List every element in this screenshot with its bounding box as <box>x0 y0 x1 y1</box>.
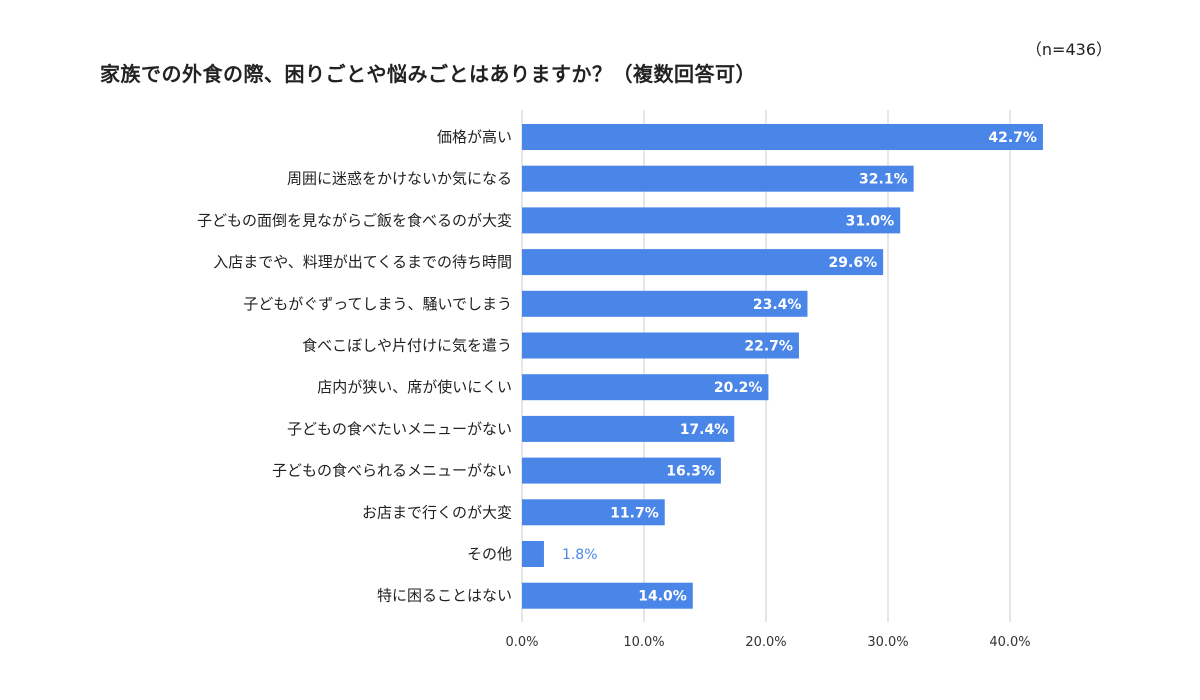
category-labels: 価格が高い周囲に迷惑をかけないか気になる子どもの面倒を見ながらご飯を食べるのが大… <box>197 128 512 605</box>
data-label: 31.0% <box>846 213 895 229</box>
bar <box>522 582 693 609</box>
category-label: 店内が狭い、席が使いにくい <box>317 378 512 396</box>
gridlines <box>521 110 1011 622</box>
data-label: 23.4% <box>753 297 802 313</box>
bar <box>522 415 735 442</box>
data-label: 22.7% <box>744 339 793 355</box>
x-tick-label: 40.0% <box>989 635 1030 650</box>
bar <box>522 207 901 234</box>
category-label: その他 <box>467 545 512 563</box>
category-label: 価格が高い <box>437 128 512 146</box>
data-label: 20.2% <box>714 380 763 396</box>
bars: 42.7% 32.1% 31.0% 29.6% 23.4% 22.7% 20.2% 17.4%… <box>522 124 1043 609</box>
data-label: 14.0% <box>638 589 687 605</box>
sample-size-label: （n=436） <box>1025 40 1112 59</box>
data-label: 16.3% <box>666 464 715 480</box>
data-label: 42.7% <box>988 130 1037 146</box>
data-label: 1.8% <box>562 547 598 563</box>
x-tick-label: 20.0% <box>745 635 786 650</box>
category-label: 子どもの食べられるメニューがない <box>272 462 512 480</box>
bar <box>522 332 799 359</box>
bar <box>522 249 884 276</box>
data-label: 17.4% <box>680 422 729 438</box>
data-label: 32.1% <box>859 172 908 188</box>
category-label: 食べこぼしや片付けに気を遣う <box>302 337 512 355</box>
chart-title: 家族での外食の際、困りごとや悩みごとはありますか？（複数回答可） <box>100 62 756 86</box>
data-label: 29.6% <box>829 255 878 271</box>
category-label: 子どもがぐずってしまう、騒いでしまう <box>243 295 512 313</box>
category-label: 子どもの食べたいメニューがない <box>287 420 512 438</box>
category-label: 特に困ることはない <box>377 587 512 605</box>
bar <box>522 499 665 526</box>
x-tick-label: 10.0% <box>623 635 664 650</box>
x-tick-label: 0.0% <box>505 635 538 650</box>
data-label: 11.7% <box>610 505 659 521</box>
x-tick-label: 30.0% <box>867 635 908 650</box>
bar <box>522 165 914 192</box>
bar <box>522 290 808 317</box>
category-label: 入店までや、料理が出てくるまでの待ち時間 <box>213 253 512 271</box>
bar <box>522 374 769 401</box>
bar <box>522 124 1043 150</box>
x-axis-ticks: 0.0% 10.0% 20.0% 30.0% 40.0% <box>505 635 1030 650</box>
bar <box>522 457 721 484</box>
bar <box>522 541 544 567</box>
category-label: お店まで行くのが大変 <box>362 503 512 521</box>
category-label: 周囲に迷惑をかけないか気になる <box>287 170 512 188</box>
category-label: 子どもの面倒を見ながらご飯を食べるのが大変 <box>197 211 512 229</box>
